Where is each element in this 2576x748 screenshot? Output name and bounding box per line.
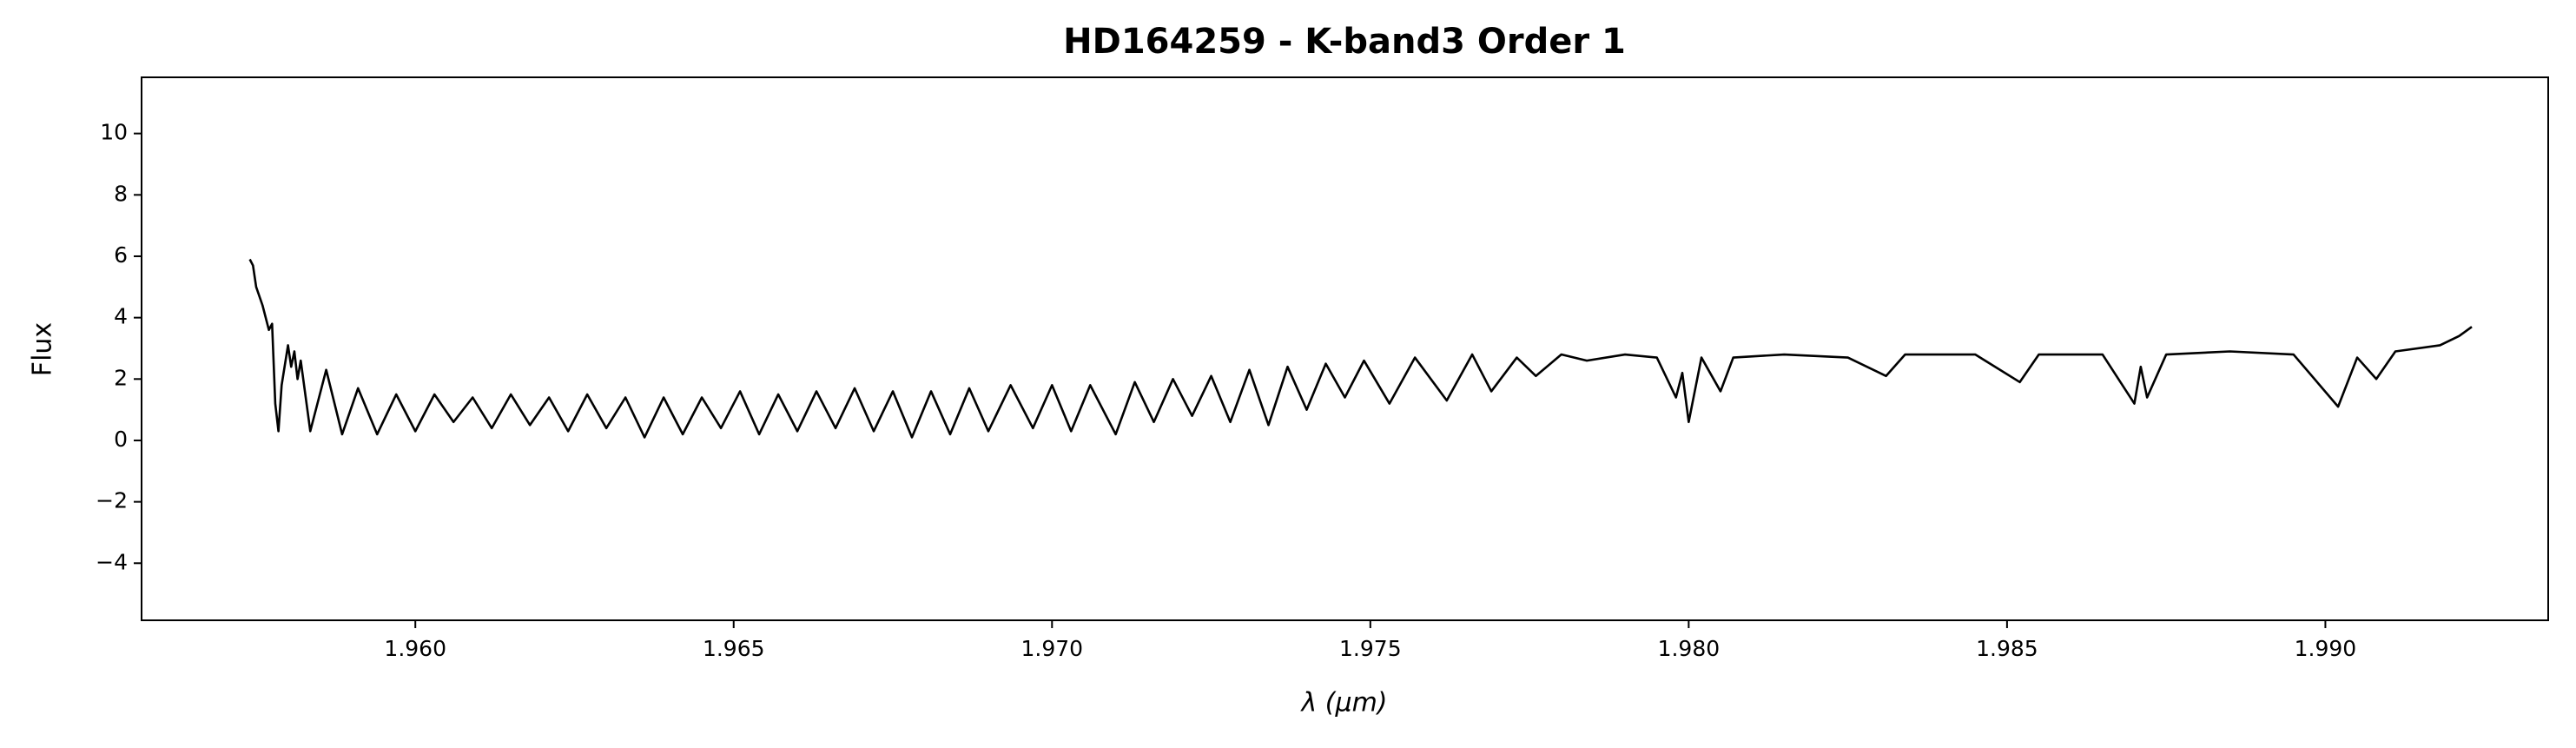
y-tick-label: 4 <box>114 304 128 329</box>
x-tick-label: 1.980 <box>1658 636 1721 661</box>
y-tick-label: 10 <box>100 120 128 145</box>
chart-title: HD164259 - K-band3 Order 1 <box>1063 22 1626 62</box>
y-tick-label: 8 <box>114 181 128 206</box>
y-tick-label: 0 <box>114 427 128 452</box>
x-tick-label: 1.965 <box>703 636 765 661</box>
x-tick-label: 1.990 <box>2295 636 2357 661</box>
y-tick-label: 6 <box>114 242 128 268</box>
x-axis-label: λ (μm) <box>1299 688 1387 718</box>
spectrum-line <box>248 258 2473 439</box>
x-tick-label: 1.960 <box>384 636 446 661</box>
plot-frame <box>141 76 2549 621</box>
x-tick-label: 1.975 <box>1339 636 1402 661</box>
y-tick-label: −2 <box>96 488 128 513</box>
x-tick-label: 1.970 <box>1020 636 1083 661</box>
y-tick-label: 2 <box>114 365 128 390</box>
y-tick-label: −4 <box>96 549 128 574</box>
y-axis-label: Flux <box>28 322 58 376</box>
x-tick-label: 1.985 <box>1976 636 2038 661</box>
